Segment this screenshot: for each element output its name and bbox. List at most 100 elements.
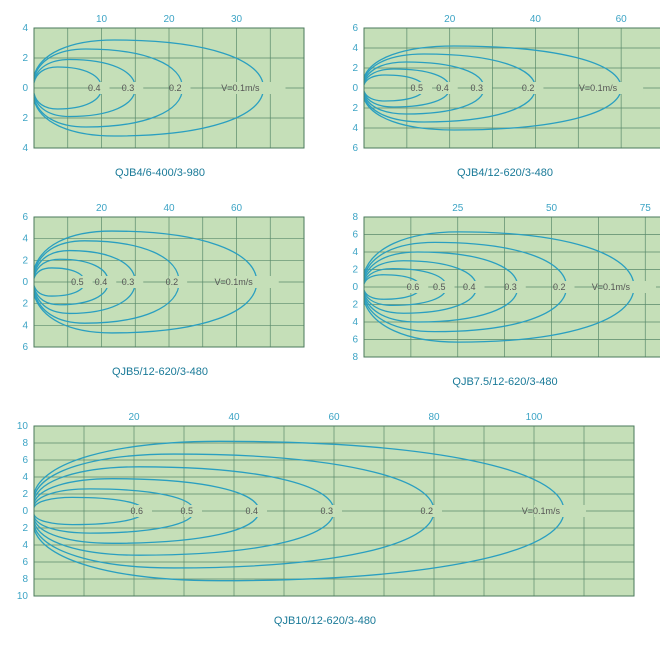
svg-text:60: 60 — [328, 412, 340, 423]
svg-text:0.3: 0.3 — [470, 83, 483, 93]
svg-text:6: 6 — [352, 23, 358, 34]
velocity-contour-chart-1: 420241020300.40.30.2V=0.1m/s — [10, 10, 310, 159]
svg-text:2: 2 — [352, 265, 358, 276]
svg-text:2: 2 — [22, 255, 28, 266]
svg-text:10: 10 — [17, 591, 29, 602]
svg-text:4: 4 — [352, 123, 358, 134]
svg-text:2: 2 — [352, 103, 358, 114]
svg-text:0: 0 — [22, 83, 28, 94]
chart-caption-5: QJB10/12-620/3-480 — [274, 615, 376, 627]
svg-text:20: 20 — [96, 203, 108, 214]
svg-text:10: 10 — [17, 421, 29, 432]
svg-text:2: 2 — [22, 523, 28, 534]
svg-text:0.6: 0.6 — [130, 506, 143, 516]
svg-text:2: 2 — [22, 489, 28, 500]
svg-text:2: 2 — [352, 300, 358, 311]
svg-text:6: 6 — [352, 335, 358, 346]
velocity-contour-chart-5: 1086420246810204060801000.60.50.40.30.2V… — [10, 408, 640, 607]
svg-text:40: 40 — [163, 203, 175, 214]
svg-text:4: 4 — [22, 234, 28, 245]
svg-text:V=0.1m/s: V=0.1m/s — [221, 83, 260, 93]
chart-caption-3: QJB5/12-620/3-480 — [112, 366, 208, 378]
svg-text:80: 80 — [428, 412, 440, 423]
svg-text:0: 0 — [352, 282, 358, 293]
svg-text:75: 75 — [640, 203, 652, 214]
svg-text:V=0.1m/s: V=0.1m/s — [522, 506, 561, 516]
svg-text:60: 60 — [231, 203, 243, 214]
svg-text:0.3: 0.3 — [122, 277, 135, 287]
svg-text:2: 2 — [22, 113, 28, 124]
svg-text:0: 0 — [352, 83, 358, 94]
svg-text:6: 6 — [22, 212, 28, 223]
svg-text:4: 4 — [352, 43, 358, 54]
svg-text:100: 100 — [526, 412, 543, 423]
svg-text:0.5: 0.5 — [433, 282, 446, 292]
chart-block-3: 64202462040600.50.40.30.2V=0.1m/s QJB5/1… — [10, 199, 310, 388]
svg-text:0.4: 0.4 — [88, 83, 101, 93]
svg-text:0.2: 0.2 — [169, 83, 182, 93]
svg-text:40: 40 — [228, 412, 240, 423]
row-2: 64202462040600.50.40.30.2V=0.1m/s QJB5/1… — [10, 199, 660, 408]
svg-text:8: 8 — [352, 212, 358, 223]
svg-text:2: 2 — [22, 53, 28, 64]
svg-text:0.4: 0.4 — [436, 83, 449, 93]
svg-text:V=0.1m/s: V=0.1m/s — [579, 83, 618, 93]
chart-block-5: 1086420246810204060801000.60.50.40.30.2V… — [10, 408, 640, 627]
svg-text:V=0.1m/s: V=0.1m/s — [214, 277, 253, 287]
chart-block-4: 8 6 4 2 0 2 4 6 8 25 50 75 0.6 0.5 0.4 0.3 0.2 V=0.1m/s Q… — [340, 199, 660, 388]
svg-text:6: 6 — [352, 143, 358, 154]
svg-text:0.3: 0.3 — [320, 506, 333, 516]
row-3: 1086420246810204060801000.60.50.40.30.2V… — [10, 408, 660, 647]
svg-text:0.6: 0.6 — [407, 282, 420, 292]
svg-text:8: 8 — [22, 438, 28, 449]
velocity-contour-chart-4: 8 6 4 2 0 2 4 6 8 25 50 75 0.6 0.5 0.4 0.3 0.2 V=0.1m/s — [340, 199, 660, 368]
chart-block-2: 64202462040600.50.40.30.2V=0.1m/s QJB4/1… — [340, 10, 660, 179]
svg-text:30: 30 — [231, 14, 243, 25]
svg-text:4: 4 — [352, 317, 358, 328]
svg-text:6: 6 — [352, 230, 358, 241]
svg-text:0.4: 0.4 — [245, 506, 258, 516]
svg-text:4: 4 — [352, 247, 358, 258]
svg-text:20: 20 — [163, 14, 175, 25]
svg-text:0.5: 0.5 — [71, 277, 84, 287]
svg-text:0: 0 — [22, 506, 28, 517]
svg-text:6: 6 — [22, 557, 28, 568]
chart-caption-2: QJB4/12-620/3-480 — [457, 167, 553, 179]
svg-text:60: 60 — [616, 14, 628, 25]
charts-container: 420241020300.40.30.2V=0.1m/s QJB4/6-400/… — [10, 10, 660, 647]
svg-text:0.5: 0.5 — [410, 83, 423, 93]
svg-text:4: 4 — [22, 540, 28, 551]
svg-text:6: 6 — [22, 342, 28, 353]
svg-text:20: 20 — [444, 14, 456, 25]
svg-text:0: 0 — [22, 277, 28, 288]
svg-text:8: 8 — [352, 352, 358, 363]
svg-text:40: 40 — [530, 14, 542, 25]
chart-block-1: 420241020300.40.30.2V=0.1m/s QJB4/6-400/… — [10, 10, 310, 179]
svg-text:50: 50 — [546, 203, 558, 214]
row-1: 420241020300.40.30.2V=0.1m/s QJB4/6-400/… — [10, 10, 660, 199]
svg-text:2: 2 — [352, 63, 358, 74]
velocity-contour-chart-3: 64202462040600.50.40.30.2V=0.1m/s — [10, 199, 310, 358]
svg-text:V=0.1m/s: V=0.1m/s — [592, 282, 631, 292]
svg-text:25: 25 — [452, 203, 464, 214]
svg-text:0.2: 0.2 — [522, 83, 535, 93]
svg-text:6: 6 — [22, 455, 28, 466]
svg-text:8: 8 — [22, 574, 28, 585]
svg-text:4: 4 — [22, 23, 28, 34]
svg-text:20: 20 — [128, 412, 140, 423]
svg-text:0.3: 0.3 — [122, 83, 135, 93]
svg-text:10: 10 — [96, 14, 108, 25]
chart-caption-4: QJB7.5/12-620/3-480 — [452, 376, 557, 388]
svg-text:0.4: 0.4 — [95, 277, 108, 287]
svg-text:0.2: 0.2 — [553, 282, 566, 292]
chart-caption-1: QJB4/6-400/3-980 — [115, 167, 205, 179]
svg-text:0.2: 0.2 — [166, 277, 179, 287]
velocity-contour-chart-2: 64202462040600.50.40.30.2V=0.1m/s — [340, 10, 660, 159]
svg-text:4: 4 — [22, 472, 28, 483]
svg-text:0.3: 0.3 — [504, 282, 517, 292]
svg-text:4: 4 — [22, 143, 28, 154]
svg-text:4: 4 — [22, 320, 28, 331]
svg-text:2: 2 — [22, 299, 28, 310]
svg-text:0.5: 0.5 — [180, 506, 193, 516]
svg-text:0.4: 0.4 — [463, 282, 476, 292]
